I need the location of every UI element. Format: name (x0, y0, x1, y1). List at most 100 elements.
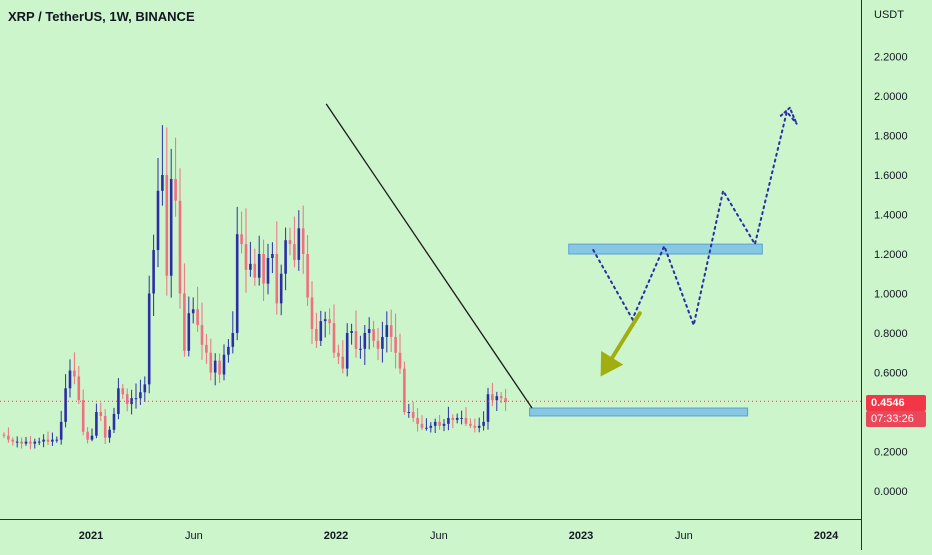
price-axis[interactable]: USDT (861, 0, 932, 550)
candle-body (341, 356, 345, 369)
candle-body (37, 441, 41, 443)
candle-body (486, 394, 490, 422)
candle-body (253, 263, 257, 278)
candle-body (442, 423, 446, 426)
candle-body (183, 293, 186, 351)
candle-body (284, 240, 287, 274)
price-tick-label: 0.8000 (874, 328, 908, 340)
price-tick-label: 0.2000 (874, 447, 908, 459)
candle-body (143, 384, 147, 393)
candle-body (438, 421, 441, 426)
candle-body (231, 333, 235, 347)
time-tick-label: 2024 (814, 530, 839, 542)
candle-body (433, 421, 437, 426)
candle-body (244, 244, 248, 270)
time-tick-label: Jun (185, 530, 203, 542)
candle-body (363, 333, 367, 349)
candle-body (73, 370, 76, 377)
callout-arrow[interactable] (610, 311, 642, 360)
candle-body (491, 394, 494, 401)
time-tick-label: Jun (430, 530, 448, 542)
candle-body (20, 441, 23, 444)
candle-body (46, 439, 50, 442)
candle-body (64, 388, 67, 422)
candle-body (95, 412, 98, 436)
candle-body (240, 234, 243, 245)
time-tick-label: Jun (675, 530, 693, 542)
candle-body (11, 439, 15, 442)
candle-body (227, 346, 230, 355)
candle-body (139, 392, 142, 399)
candle-body (354, 331, 358, 349)
candle-body (350, 331, 353, 333)
candle-body (51, 439, 54, 442)
candle-body (504, 398, 507, 403)
candle-body (169, 178, 173, 276)
candle-body (209, 352, 213, 373)
candle-body (337, 352, 340, 357)
candle-body (200, 325, 204, 345)
candle-body (469, 423, 472, 426)
price-tick-label: 1.8000 (874, 131, 908, 143)
candle-body (235, 234, 239, 333)
candle-body (191, 309, 195, 314)
support-zone[interactable] (529, 407, 749, 417)
candle-body (205, 344, 208, 353)
price-tick-label: 2.2000 (874, 52, 908, 64)
callout-arrowhead (600, 350, 624, 377)
candle-body (55, 439, 59, 441)
candle-body (125, 394, 129, 405)
candle-body (112, 413, 116, 430)
candle-body (130, 398, 133, 405)
time-axis[interactable] (0, 519, 861, 551)
candle-body (359, 348, 362, 350)
candle-body (495, 396, 499, 401)
candle-body (257, 254, 261, 278)
candle-body (416, 417, 419, 424)
time-tick-label: 2021 (79, 530, 103, 542)
candle-body (24, 441, 28, 444)
candle-body (59, 421, 63, 440)
candle-body (275, 254, 279, 304)
price-axis-unit: USDT (874, 9, 904, 21)
candle-body (108, 429, 111, 438)
candle-body (367, 329, 371, 333)
projection-arrowhead (779, 106, 798, 125)
candle-body (473, 425, 477, 428)
projection-path[interactable] (592, 109, 798, 329)
candle-body (161, 175, 164, 191)
candle-body (29, 441, 32, 444)
price-tick-label: 1.0000 (874, 289, 908, 301)
candle-body (429, 425, 433, 428)
price-tick-label: 0.6000 (874, 368, 908, 380)
candle-body (213, 360, 217, 373)
candle-body (7, 435, 10, 440)
candle-body (407, 412, 411, 413)
candle-body (99, 412, 103, 416)
candle-body (218, 360, 221, 375)
candle-body (279, 273, 283, 304)
price-tick-label: 1.4000 (874, 210, 908, 222)
candle-body (81, 400, 85, 432)
candle-body (33, 441, 37, 444)
candle-body (293, 244, 296, 260)
candle-body (266, 257, 270, 284)
candle-body (306, 254, 309, 298)
price-tick-label: 0.0000 (874, 486, 908, 498)
candle-body (90, 435, 94, 440)
candle-body (323, 319, 327, 322)
candle-body (2, 434, 6, 436)
candle-body (464, 417, 468, 424)
candle-body (381, 336, 384, 349)
candle-body (315, 329, 318, 341)
descending-trendline[interactable] (325, 103, 533, 409)
candle-body (328, 319, 331, 324)
candle-body (262, 254, 265, 284)
candle-body (147, 293, 151, 385)
candle-body (178, 200, 182, 294)
candle-body (403, 368, 406, 412)
candle-body (156, 190, 160, 251)
candle-body (455, 417, 459, 420)
